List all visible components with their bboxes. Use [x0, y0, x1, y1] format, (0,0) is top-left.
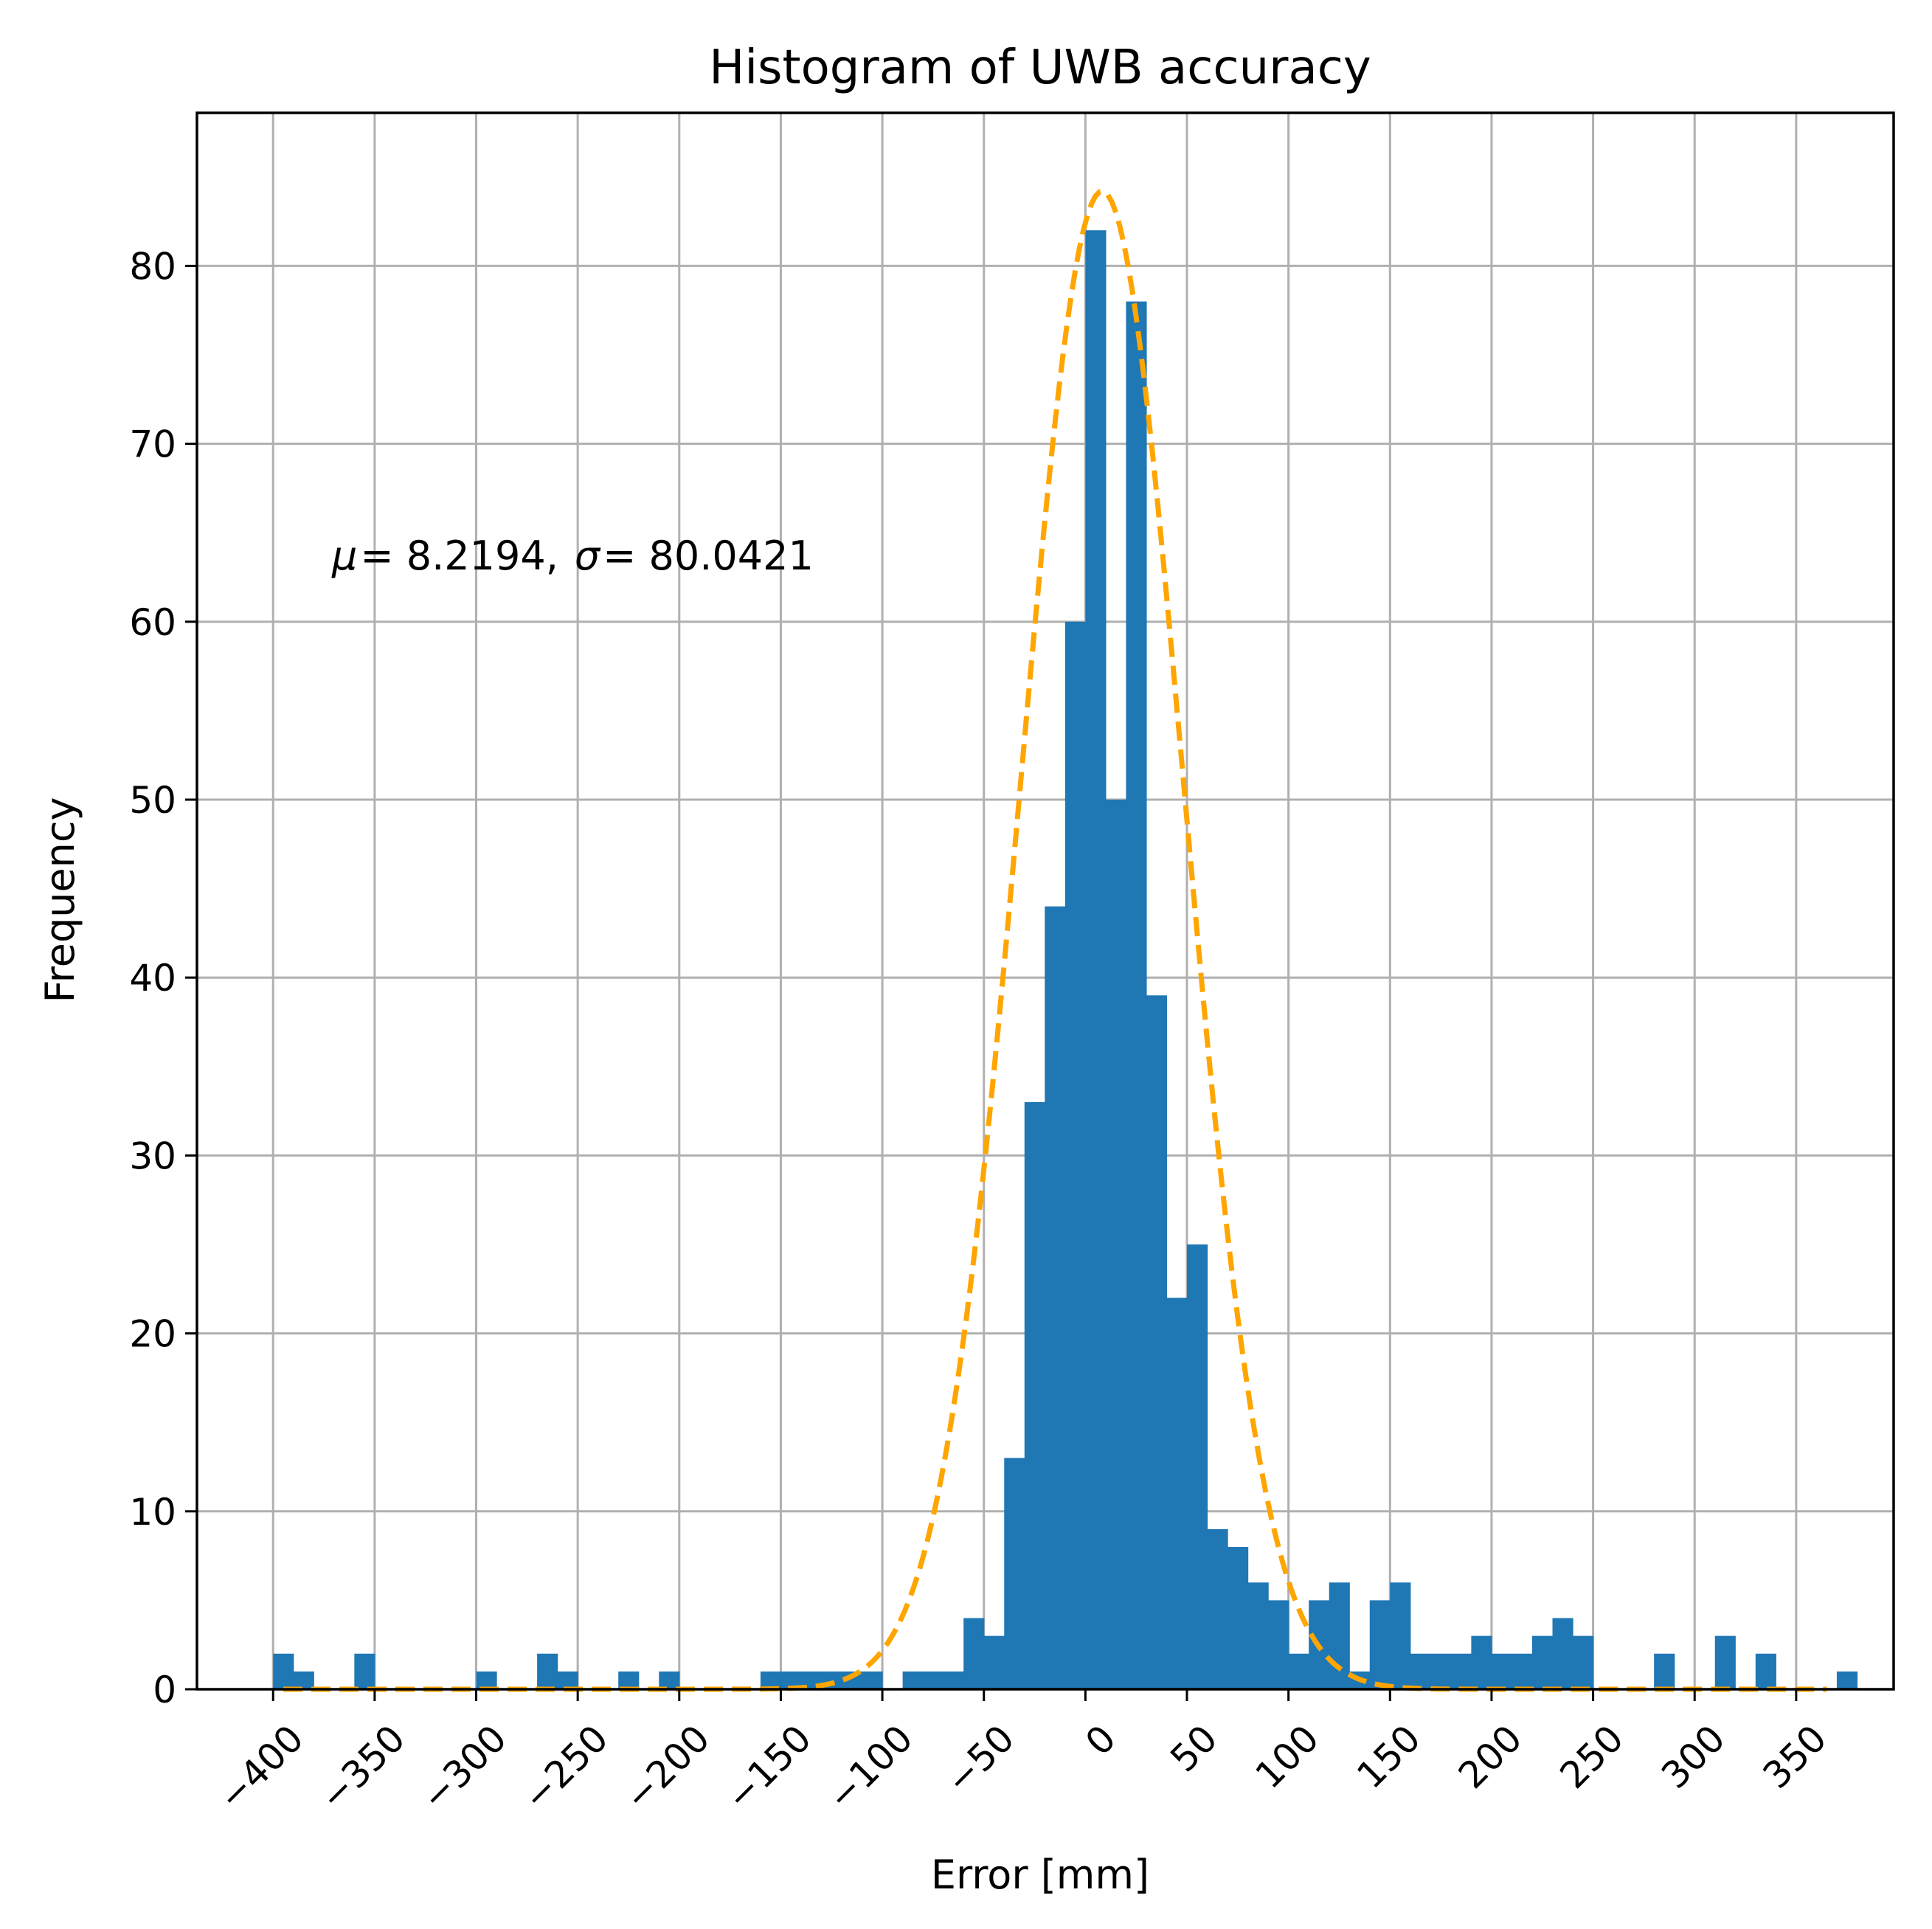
histogram-bar: [1288, 1653, 1309, 1689]
histogram-bar: [293, 1671, 314, 1689]
histogram-bar: [1207, 1528, 1228, 1689]
histogram-bar: [1045, 906, 1066, 1689]
sigma-symbol: σ: [575, 533, 601, 579]
histogram-bar: [1390, 1582, 1411, 1689]
histogram-bar: [1105, 800, 1127, 1689]
y-tick-label: 0: [153, 1669, 176, 1711]
plot-frame: [195, 111, 1895, 1691]
y-tick-label: 80: [129, 245, 176, 288]
histogram-bar: [1126, 301, 1147, 1689]
histogram-bar: [1004, 1458, 1025, 1689]
mu-value: = 8.2194,: [360, 533, 558, 579]
axis-ticks: [185, 264, 1798, 1701]
sigma-value: = 80.0421: [603, 533, 814, 579]
histogram-bar: [1573, 1635, 1594, 1689]
histogram-bar: [963, 1618, 985, 1689]
y-tick-label: 30: [129, 1135, 176, 1177]
histogram-bar: [862, 1671, 883, 1689]
histogram-bar: [923, 1671, 944, 1689]
histogram-bar: [1450, 1653, 1472, 1689]
histogram-bar: [273, 1653, 294, 1689]
x-axis-label: Error [mm]: [931, 1852, 1149, 1898]
histogram-bar: [1329, 1582, 1350, 1689]
y-tick-label: 60: [129, 601, 176, 644]
chart-title: Histogram of UWB accuracy: [709, 41, 1371, 95]
histogram-bar: [902, 1671, 924, 1689]
histogram-bar: [1247, 1582, 1269, 1689]
y-tick-label: 40: [129, 957, 176, 1000]
histogram-bar: [1024, 1102, 1045, 1689]
histogram-bar: [537, 1653, 558, 1689]
histogram-bar: [1531, 1635, 1554, 1689]
histogram-bar: [557, 1671, 578, 1689]
histogram-bar: [1552, 1618, 1573, 1689]
y-tick-labels: 0 10 20 30 40 50 60 70 80: [129, 245, 176, 1711]
histogram-bar: [1064, 621, 1086, 1689]
stats-annotation: μ= 8.2194, σ= 80.0421: [331, 533, 814, 579]
y-tick-label: 20: [129, 1313, 176, 1356]
histogram-bar: [1430, 1653, 1452, 1689]
histogram-bar: [1146, 995, 1168, 1689]
histogram-bar: [943, 1671, 964, 1689]
y-axis-label: Frequency: [37, 797, 83, 1003]
histogram-bar: [1714, 1635, 1736, 1689]
histogram-bar: [983, 1635, 1005, 1689]
histogram-bar: [1654, 1653, 1675, 1689]
histogram-bar: [1836, 1671, 1858, 1689]
histogram-bars: [273, 230, 1858, 1690]
histogram-bar: [1369, 1600, 1391, 1689]
y-tick-label: 10: [129, 1491, 176, 1534]
histogram-bar: [1755, 1653, 1776, 1689]
histogram-bar: [1512, 1653, 1533, 1689]
histogram-bar: [1268, 1600, 1289, 1689]
histogram-bar: [476, 1671, 497, 1689]
histogram-bar: [1410, 1653, 1431, 1689]
histogram-bar: [1491, 1653, 1513, 1689]
histogram-bar: [1228, 1547, 1249, 1689]
histogram-bar: [1471, 1635, 1492, 1689]
mu-symbol: μ: [331, 533, 357, 579]
y-tick-label: 70: [129, 423, 176, 466]
histogram-bar: [1187, 1244, 1208, 1689]
histogram-bar: [1166, 1298, 1188, 1689]
histogram-bar: [618, 1671, 640, 1689]
histogram-bar: [1085, 230, 1107, 1690]
y-tick-label: 50: [129, 779, 176, 822]
histogram-bar: [659, 1671, 680, 1689]
histogram-bar: [354, 1653, 375, 1689]
